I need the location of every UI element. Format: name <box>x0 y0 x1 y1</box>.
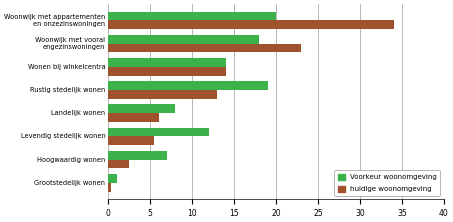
Bar <box>108 58 226 67</box>
Bar <box>108 35 259 44</box>
Bar <box>108 104 175 113</box>
Bar <box>108 151 167 160</box>
Legend: Voorkeur woonomgeving, huidige woonomgeving: Voorkeur woonomgeving, huidige woonomgev… <box>334 170 440 196</box>
Bar <box>108 160 129 168</box>
Bar <box>108 20 394 29</box>
Bar <box>108 81 268 90</box>
Bar <box>108 174 116 183</box>
Bar <box>108 137 154 145</box>
Bar <box>108 113 159 122</box>
Bar <box>108 12 276 20</box>
Bar <box>108 128 209 137</box>
Bar <box>108 67 226 76</box>
Bar <box>108 44 301 52</box>
Bar <box>108 90 217 99</box>
Bar <box>108 183 111 192</box>
